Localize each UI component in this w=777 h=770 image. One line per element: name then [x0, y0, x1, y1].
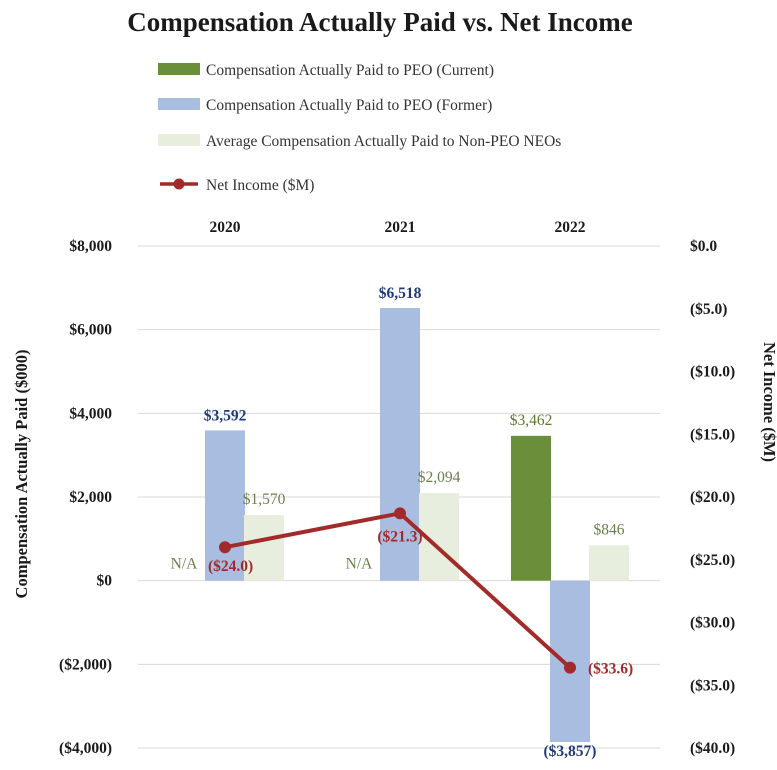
bars	[205, 307, 629, 743]
bar-former	[205, 430, 245, 581]
legend-label-former: Compensation Actually Paid to PEO (Forme…	[206, 97, 492, 114]
y2-axis-title: Net Income ($M)	[760, 342, 777, 462]
y2-tick-label: ($10.0)	[690, 364, 735, 381]
legend-label-neo: Average Compensation Actually Paid to No…	[206, 133, 561, 150]
legend-item-current: Compensation Actually Paid to PEO (Curre…	[158, 62, 494, 79]
legend-label-net-income: Net Income ($M)	[206, 177, 314, 194]
data-label: $6,518	[379, 285, 422, 302]
y-tick-label: $8,000	[69, 238, 112, 255]
bar-neo	[589, 545, 629, 581]
data-label: N/A	[171, 556, 199, 573]
net-income-label: ($24.0)	[208, 558, 253, 575]
net-income-point	[564, 661, 576, 674]
x-tick-label: 2020	[210, 219, 241, 236]
legend-label-current: Compensation Actually Paid to PEO (Curre…	[206, 62, 494, 79]
x-tick-label: 2022	[555, 219, 586, 236]
y-tick-label: $2,000	[69, 489, 112, 506]
bar-former	[550, 580, 590, 743]
axes: $8,000 $6,000 $4,000 $2,000 $0 ($2,000) ($4,00…	[59, 219, 735, 757]
y2-tick-label: ($5.0)	[690, 301, 727, 318]
data-label: $3,462	[510, 412, 553, 429]
y2-tick-label: $0.0	[690, 238, 717, 255]
data-label: $2,094	[418, 469, 461, 486]
legend-swatch-current	[158, 63, 200, 75]
y2-tick-label: ($30.0)	[690, 615, 735, 632]
legend-swatch-former	[158, 98, 200, 110]
data-label: ($3,857)	[544, 743, 597, 760]
y-tick-label: $0	[97, 573, 113, 590]
legend-swatch-neo	[158, 134, 200, 146]
net-income-point	[219, 541, 231, 554]
y2-tick-label: ($25.0)	[690, 552, 735, 569]
net-income-label: ($21.3)	[377, 528, 422, 545]
y-tick-label: ($4,000)	[59, 740, 112, 757]
y-tick-label: ($2,000)	[59, 656, 112, 673]
x-tick-label: 2021	[385, 219, 416, 236]
y2-tick-label: ($15.0)	[690, 426, 735, 443]
legend-item-net-income: Net Income ($M)	[160, 177, 314, 194]
legend-marker-net-income	[173, 178, 185, 190]
bar-neo	[244, 514, 284, 581]
y2-tick-label: ($40.0)	[690, 740, 735, 757]
y-axis-title: Compensation Actually Paid ($000)	[12, 350, 31, 599]
data-label: $3,592	[204, 407, 247, 424]
data-labels: N/A N/A $3,462 $3,592 $6,518 ($3,857) $1,570 $2…	[171, 285, 634, 760]
legend-item-neo: Average Compensation Actually Paid to No…	[158, 133, 561, 150]
data-label: $1,570	[243, 491, 286, 508]
net-income-line	[219, 507, 576, 674]
net-income-point	[394, 507, 406, 520]
bar-former	[380, 307, 420, 581]
net-income-label: ($33.6)	[588, 661, 633, 678]
legend-item-former: Compensation Actually Paid to PEO (Forme…	[158, 97, 492, 114]
legend: Compensation Actually Paid to PEO (Curre…	[158, 62, 561, 194]
data-label: N/A	[346, 556, 374, 573]
bar-current	[511, 435, 551, 581]
y-tick-label: $6,000	[69, 322, 112, 339]
y2-tick-label: ($20.0)	[690, 489, 735, 506]
y2-tick-label: ($35.0)	[690, 677, 735, 694]
data-label: $846	[594, 521, 625, 538]
chart-title: Compensation Actually Paid vs. Net Incom…	[127, 7, 633, 37]
y-tick-label: $4,000	[69, 405, 112, 422]
